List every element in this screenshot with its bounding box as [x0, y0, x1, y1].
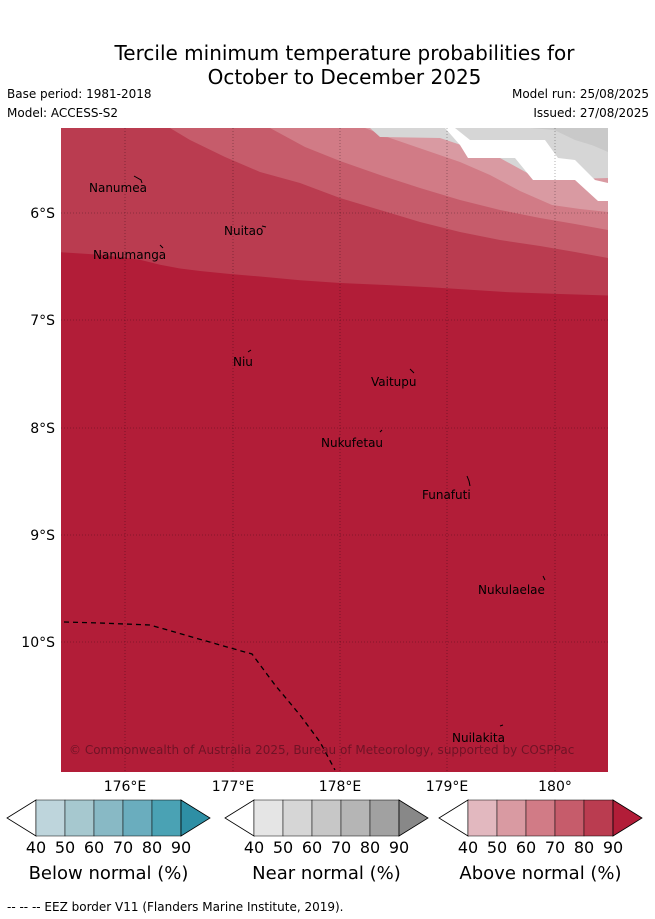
eez-footnote: -- -- -- EEZ border V11 (Flanders Marine… [7, 900, 344, 914]
colorbar-segment [122, 799, 153, 837]
place-label: Nukufetau [321, 436, 383, 450]
colorbar-tick-label: 90 [603, 838, 623, 857]
colorbar-segment [467, 799, 498, 837]
colorbar-segment [369, 799, 400, 837]
lon-label: 176°E [104, 779, 147, 795]
eez-border [63, 621, 336, 771]
colorbar-max-extension [612, 799, 643, 837]
issued-date: Issued: 27/08/2025 [533, 106, 649, 120]
base-period: Base period: 1981-2018 [7, 87, 152, 101]
longitude-labels: 176°E 177°E 178°E 179°E 180° [104, 779, 572, 795]
lon-label: 177°E [212, 779, 255, 795]
lat-label: 7°S [30, 313, 55, 329]
island-markers [133, 175, 546, 727]
band-above-40-gap [372, 128, 608, 201]
colorbar-tick-label: 40 [244, 838, 264, 857]
colorbar-tick-label: 40 [458, 838, 478, 857]
colorbar-min-extension [6, 799, 37, 837]
colorbar-segment [64, 799, 95, 837]
near-normal-label: Near normal (%) [252, 863, 401, 884]
lat-label: 10°S [21, 635, 55, 651]
graticule [61, 128, 608, 772]
place-label: Nuilakita [452, 731, 505, 745]
colorbar-tick-label: 60 [84, 838, 104, 857]
colorbar-tick-label: 70 [545, 838, 565, 857]
band-near-70-patch [530, 128, 608, 152]
place-label: Nuitao [224, 224, 263, 238]
place-labels: Nanumea Nuitao Nanumanga Niu Vaitupu Nuk… [89, 181, 545, 745]
lon-label: 180° [538, 779, 572, 795]
colorbar-max-extension [398, 799, 429, 837]
colorbar-tick-label: 80 [142, 838, 162, 857]
colorbar-segment [253, 799, 284, 837]
map-title-line1: Tercile minimum temperature probabilitie… [114, 41, 575, 65]
lon-label: 179°E [426, 779, 469, 795]
colorbar-tick-label: 90 [171, 838, 191, 857]
place-label: Vaitupu [371, 375, 417, 389]
lat-label: 8°S [30, 421, 55, 437]
place-label: Nanumanga [93, 248, 166, 262]
colorbar-tick-label: 40 [26, 838, 46, 857]
colorbar-tick-label: 80 [360, 838, 380, 857]
colorbar-legends: 40 50 60 70 80 90 40 50 60 70 80 90 40 50 60 70 80 90 [6, 799, 643, 857]
colorbar-min-extension [224, 799, 255, 837]
place-label: Nanumea [89, 181, 147, 195]
colorbar-segment [311, 799, 342, 837]
colorbar-tick-label: 90 [389, 838, 409, 857]
colorbar-segment [151, 799, 182, 837]
colorbar: 40 50 60 70 80 90 [6, 799, 211, 857]
probability-field [61, 128, 608, 772]
place-label: Funafuti [422, 488, 471, 502]
latitude-labels: 6°S 7°S 8°S 9°S 10°S [21, 206, 55, 651]
map-title-line2: October to December 2025 [207, 65, 482, 89]
colorbar-segment [93, 799, 124, 837]
colorbar: 40 50 60 70 80 90 [224, 799, 429, 857]
colorbar-tick-label: 60 [302, 838, 322, 857]
above-normal-label: Above normal (%) [459, 863, 622, 884]
lat-label: 9°S [30, 528, 55, 544]
colorbar-segment [340, 799, 371, 837]
place-label: Nukulaelae [478, 583, 545, 597]
colorbar-tick-label: 50 [273, 838, 293, 857]
colorbar-segment [282, 799, 313, 837]
colorbar-segment [496, 799, 527, 837]
model-run: Model run: 25/08/2025 [511, 87, 649, 101]
colorbar-segment [525, 799, 556, 837]
colorbar-segment [35, 799, 66, 837]
model-name: Model: ACCESS-S2 [7, 106, 119, 120]
colorbar-tick-label: 50 [55, 838, 75, 857]
below-normal-label: Below normal (%) [28, 863, 189, 884]
lon-label: 178°E [319, 779, 362, 795]
colorbar-tick-label: 70 [331, 838, 351, 857]
colorbar-segment [554, 799, 585, 837]
copyright-notice: © Commonwealth of Australia 2025, Bureau… [69, 743, 574, 757]
colorbar: 40 50 60 70 80 90 [438, 799, 643, 857]
place-label: Niu [233, 355, 253, 369]
colorbar-segment [583, 799, 614, 837]
colorbar-min-extension [438, 799, 469, 837]
colorbar-tick-label: 50 [487, 838, 507, 857]
colorbar-tick-label: 60 [516, 838, 536, 857]
colorbar-tick-label: 70 [113, 838, 133, 857]
lat-label: 6°S [30, 206, 55, 222]
colorbar-tick-label: 80 [574, 838, 594, 857]
colorbar-max-extension [180, 799, 211, 837]
